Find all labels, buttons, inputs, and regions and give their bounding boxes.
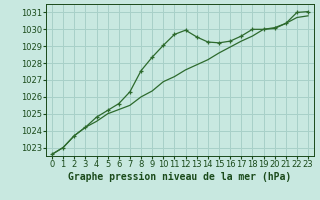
X-axis label: Graphe pression niveau de la mer (hPa): Graphe pression niveau de la mer (hPa) <box>68 172 292 182</box>
